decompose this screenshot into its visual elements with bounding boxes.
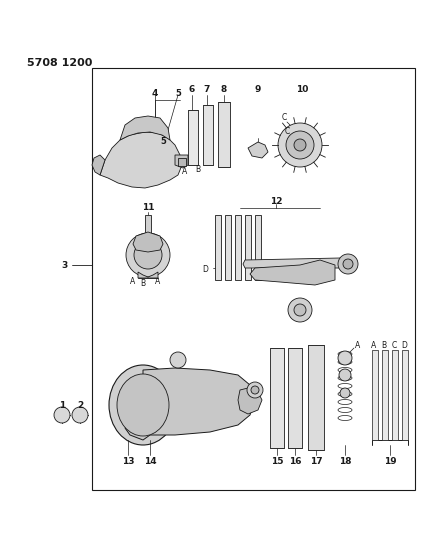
Bar bbox=[215, 215, 221, 280]
Circle shape bbox=[340, 388, 350, 398]
Text: 11: 11 bbox=[142, 204, 154, 213]
Text: 10: 10 bbox=[296, 85, 308, 94]
Polygon shape bbox=[120, 116, 170, 140]
Circle shape bbox=[251, 386, 259, 394]
Circle shape bbox=[278, 123, 322, 167]
Bar bbox=[270, 348, 284, 448]
Text: B: B bbox=[140, 279, 146, 287]
Polygon shape bbox=[138, 272, 158, 278]
Bar bbox=[245, 215, 251, 280]
Circle shape bbox=[170, 352, 186, 368]
Text: 16: 16 bbox=[289, 457, 301, 466]
Text: 5: 5 bbox=[160, 138, 166, 147]
Bar bbox=[145, 215, 151, 233]
Text: 5: 5 bbox=[175, 88, 181, 98]
Circle shape bbox=[72, 407, 88, 423]
Circle shape bbox=[339, 369, 351, 381]
Circle shape bbox=[134, 241, 162, 269]
Bar bbox=[392, 350, 398, 440]
Text: 18: 18 bbox=[339, 457, 351, 466]
Ellipse shape bbox=[117, 374, 169, 436]
Text: A: A bbox=[131, 278, 136, 287]
Text: 1: 1 bbox=[59, 400, 65, 409]
Bar bbox=[288, 348, 302, 448]
Text: C: C bbox=[284, 127, 290, 136]
Bar bbox=[382, 350, 388, 440]
Text: 8: 8 bbox=[221, 85, 227, 94]
Bar bbox=[255, 215, 261, 280]
Text: B: B bbox=[196, 166, 201, 174]
Bar bbox=[218, 102, 230, 167]
Circle shape bbox=[286, 131, 314, 159]
Text: C: C bbox=[281, 114, 287, 123]
Text: 6: 6 bbox=[189, 85, 195, 94]
Text: A: A bbox=[182, 167, 187, 176]
Polygon shape bbox=[92, 155, 105, 175]
Text: 5708 1200: 5708 1200 bbox=[27, 58, 92, 68]
Bar bbox=[308, 345, 324, 450]
Bar bbox=[203, 105, 213, 165]
Polygon shape bbox=[250, 260, 335, 285]
Polygon shape bbox=[175, 155, 188, 168]
Text: A: A bbox=[355, 341, 361, 350]
Bar bbox=[372, 350, 378, 440]
Circle shape bbox=[294, 139, 306, 151]
Text: 15: 15 bbox=[271, 457, 283, 466]
Circle shape bbox=[294, 304, 306, 316]
Bar bbox=[402, 350, 408, 440]
Circle shape bbox=[338, 351, 352, 365]
Text: C: C bbox=[391, 341, 397, 350]
Bar bbox=[235, 215, 241, 280]
Circle shape bbox=[126, 233, 170, 277]
Text: 2: 2 bbox=[77, 400, 83, 409]
Text: 19: 19 bbox=[383, 457, 396, 466]
Bar bbox=[92, 68, 415, 490]
Circle shape bbox=[338, 254, 358, 274]
Circle shape bbox=[288, 298, 312, 322]
Text: 12: 12 bbox=[270, 198, 282, 206]
Text: D: D bbox=[401, 341, 407, 350]
Text: 14: 14 bbox=[144, 457, 156, 466]
Text: D: D bbox=[202, 265, 208, 274]
Bar bbox=[188, 110, 198, 165]
Polygon shape bbox=[133, 232, 163, 252]
Text: 9: 9 bbox=[255, 85, 261, 94]
Polygon shape bbox=[238, 388, 262, 414]
Text: B: B bbox=[381, 341, 386, 350]
Text: 4: 4 bbox=[152, 88, 158, 98]
Polygon shape bbox=[100, 132, 182, 188]
Text: 17: 17 bbox=[310, 457, 322, 466]
Circle shape bbox=[343, 259, 353, 269]
Circle shape bbox=[54, 407, 70, 423]
Circle shape bbox=[247, 382, 263, 398]
Text: A: A bbox=[372, 341, 377, 350]
Ellipse shape bbox=[109, 365, 177, 445]
Text: 13: 13 bbox=[122, 457, 134, 466]
Text: 7: 7 bbox=[204, 85, 210, 94]
Text: 3: 3 bbox=[62, 261, 68, 270]
Polygon shape bbox=[125, 368, 255, 440]
Polygon shape bbox=[248, 142, 268, 158]
Bar bbox=[225, 215, 231, 280]
Text: A: A bbox=[155, 278, 160, 287]
Polygon shape bbox=[243, 258, 345, 268]
Bar bbox=[178, 158, 186, 166]
